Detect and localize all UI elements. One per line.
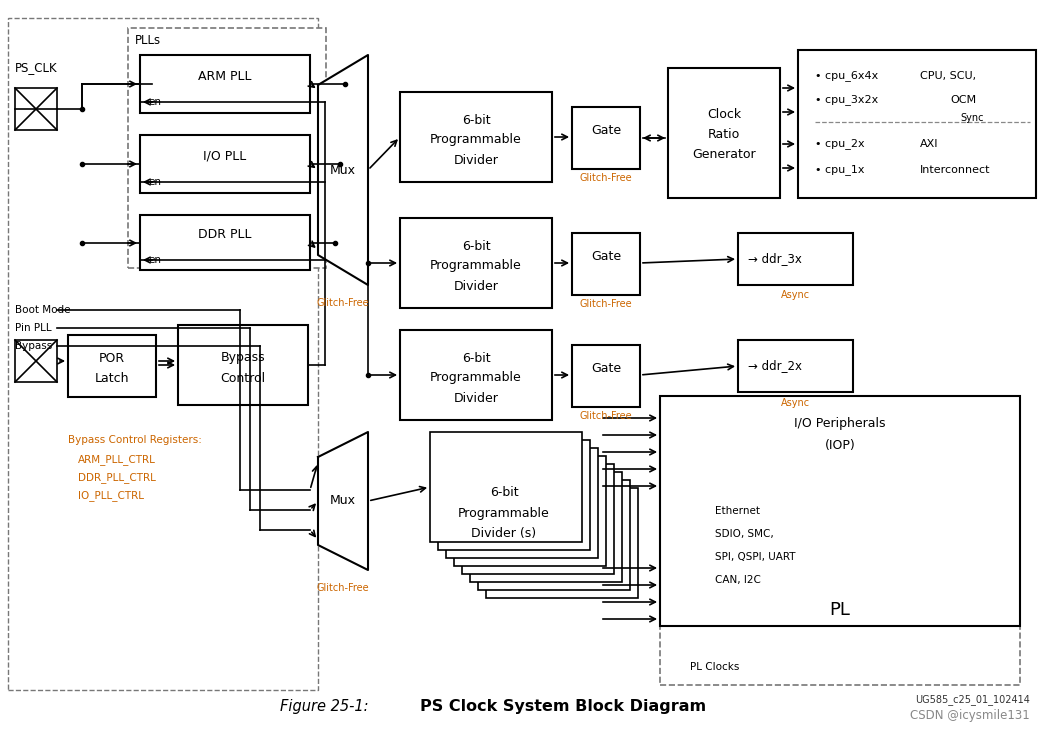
Text: Bypass Control Registers:: Bypass Control Registers: bbox=[68, 435, 201, 445]
Text: en: en bbox=[148, 97, 161, 107]
Text: Glitch-Free: Glitch-Free bbox=[579, 411, 633, 421]
FancyBboxPatch shape bbox=[400, 218, 552, 308]
Text: I/O Peripherals: I/O Peripherals bbox=[794, 417, 885, 430]
Text: I/O PLL: I/O PLL bbox=[204, 149, 246, 163]
Text: • cpu_2x: • cpu_2x bbox=[815, 138, 864, 149]
Text: en: en bbox=[148, 255, 161, 265]
Text: Gate: Gate bbox=[591, 250, 621, 264]
Text: DDR_PLL_CTRL: DDR_PLL_CTRL bbox=[78, 473, 156, 483]
Text: PS_CLK: PS_CLK bbox=[15, 61, 57, 75]
FancyBboxPatch shape bbox=[400, 330, 552, 420]
Text: Glitch-Free: Glitch-Free bbox=[579, 173, 633, 183]
Text: ARM PLL: ARM PLL bbox=[198, 70, 252, 83]
Text: 6-bit: 6-bit bbox=[461, 351, 491, 365]
Text: Divider: Divider bbox=[453, 392, 498, 405]
Polygon shape bbox=[318, 432, 367, 570]
FancyBboxPatch shape bbox=[487, 488, 638, 598]
Text: AXI: AXI bbox=[920, 139, 939, 149]
Text: CSDN @icysmile131: CSDN @icysmile131 bbox=[910, 709, 1030, 722]
Text: DDR PLL: DDR PLL bbox=[198, 228, 252, 242]
FancyBboxPatch shape bbox=[738, 340, 853, 392]
Text: → ddr_2x: → ddr_2x bbox=[748, 359, 802, 373]
Text: 6-bit: 6-bit bbox=[490, 487, 518, 499]
FancyBboxPatch shape bbox=[128, 28, 326, 268]
Text: CAN, I2C: CAN, I2C bbox=[715, 575, 761, 585]
Text: • cpu_1x: • cpu_1x bbox=[815, 165, 864, 176]
FancyBboxPatch shape bbox=[572, 345, 640, 407]
FancyBboxPatch shape bbox=[798, 50, 1036, 198]
Text: ARM_PLL_CTRL: ARM_PLL_CTRL bbox=[78, 455, 156, 466]
Polygon shape bbox=[318, 55, 367, 285]
Text: POR: POR bbox=[99, 351, 125, 365]
Text: Programmable: Programmable bbox=[430, 372, 522, 384]
Text: Mux: Mux bbox=[330, 495, 356, 507]
Text: Programmable: Programmable bbox=[458, 507, 550, 520]
Text: Glitch-Free: Glitch-Free bbox=[316, 298, 370, 308]
Text: 6-bit: 6-bit bbox=[461, 239, 491, 253]
FancyBboxPatch shape bbox=[660, 555, 1020, 685]
Text: UG585_c25_01_102414: UG585_c25_01_102414 bbox=[916, 695, 1030, 706]
FancyBboxPatch shape bbox=[15, 340, 57, 382]
Text: Figure 25-1:: Figure 25-1: bbox=[280, 698, 369, 714]
Text: Clock: Clock bbox=[707, 108, 741, 122]
Text: PS Clock System Block Diagram: PS Clock System Block Diagram bbox=[420, 698, 706, 714]
Text: → ddr_3x: → ddr_3x bbox=[748, 253, 802, 266]
Text: en: en bbox=[148, 177, 161, 187]
FancyBboxPatch shape bbox=[140, 55, 310, 113]
FancyBboxPatch shape bbox=[462, 464, 614, 574]
FancyBboxPatch shape bbox=[738, 233, 853, 285]
FancyBboxPatch shape bbox=[668, 68, 780, 198]
Text: Async: Async bbox=[781, 290, 809, 300]
FancyBboxPatch shape bbox=[478, 480, 630, 590]
Text: Divider: Divider bbox=[453, 280, 498, 293]
Text: Gate: Gate bbox=[591, 362, 621, 376]
Text: Programmable: Programmable bbox=[430, 260, 522, 272]
Text: 6-bit: 6-bit bbox=[461, 113, 491, 127]
FancyBboxPatch shape bbox=[68, 335, 156, 397]
Text: IO_PLL_CTRL: IO_PLL_CTRL bbox=[78, 490, 144, 501]
FancyBboxPatch shape bbox=[660, 396, 1020, 626]
Text: Programmable: Programmable bbox=[430, 133, 522, 146]
Text: Ratio: Ratio bbox=[708, 129, 740, 141]
FancyBboxPatch shape bbox=[572, 107, 640, 169]
FancyBboxPatch shape bbox=[454, 456, 606, 566]
Text: PLLs: PLLs bbox=[135, 34, 161, 47]
Text: Async: Async bbox=[781, 398, 809, 408]
Text: • cpu_6x4x: • cpu_6x4x bbox=[815, 70, 878, 81]
FancyBboxPatch shape bbox=[438, 440, 590, 550]
Text: Bypass: Bypass bbox=[15, 341, 52, 351]
Text: Glitch-Free: Glitch-Free bbox=[316, 583, 370, 593]
Text: OCM: OCM bbox=[950, 95, 976, 105]
Text: Generator: Generator bbox=[692, 149, 756, 162]
Text: Divider: Divider bbox=[453, 154, 498, 166]
Text: CPU, SCU,: CPU, SCU, bbox=[920, 71, 976, 81]
Text: SDIO, SMC,: SDIO, SMC, bbox=[715, 529, 774, 539]
FancyBboxPatch shape bbox=[177, 325, 308, 405]
FancyBboxPatch shape bbox=[140, 215, 310, 270]
FancyBboxPatch shape bbox=[400, 92, 552, 182]
Text: Bypass: Bypass bbox=[220, 351, 265, 365]
Text: Gate: Gate bbox=[591, 124, 621, 138]
Text: (IOP): (IOP) bbox=[825, 439, 855, 452]
Text: SPI, QSPI, UART: SPI, QSPI, UART bbox=[715, 552, 796, 562]
Text: Divider (s): Divider (s) bbox=[472, 526, 537, 539]
Text: Pin PLL: Pin PLL bbox=[15, 323, 51, 333]
FancyBboxPatch shape bbox=[15, 88, 57, 130]
FancyBboxPatch shape bbox=[572, 233, 640, 295]
Text: PL Clocks: PL Clocks bbox=[690, 662, 739, 672]
FancyBboxPatch shape bbox=[140, 135, 310, 193]
FancyBboxPatch shape bbox=[430, 432, 582, 542]
Text: Mux: Mux bbox=[330, 163, 356, 176]
Text: Sync: Sync bbox=[960, 113, 983, 123]
Text: Boot Mode: Boot Mode bbox=[15, 305, 71, 315]
Text: Latch: Latch bbox=[95, 372, 129, 384]
Text: Control: Control bbox=[220, 372, 265, 384]
Text: Ethernet: Ethernet bbox=[715, 506, 760, 516]
Text: Glitch-Free: Glitch-Free bbox=[579, 299, 633, 309]
Text: Interconnect: Interconnect bbox=[920, 165, 991, 175]
FancyBboxPatch shape bbox=[470, 472, 622, 582]
Text: PL: PL bbox=[830, 601, 851, 619]
FancyBboxPatch shape bbox=[446, 448, 598, 558]
Text: • cpu_3x2x: • cpu_3x2x bbox=[815, 94, 878, 105]
